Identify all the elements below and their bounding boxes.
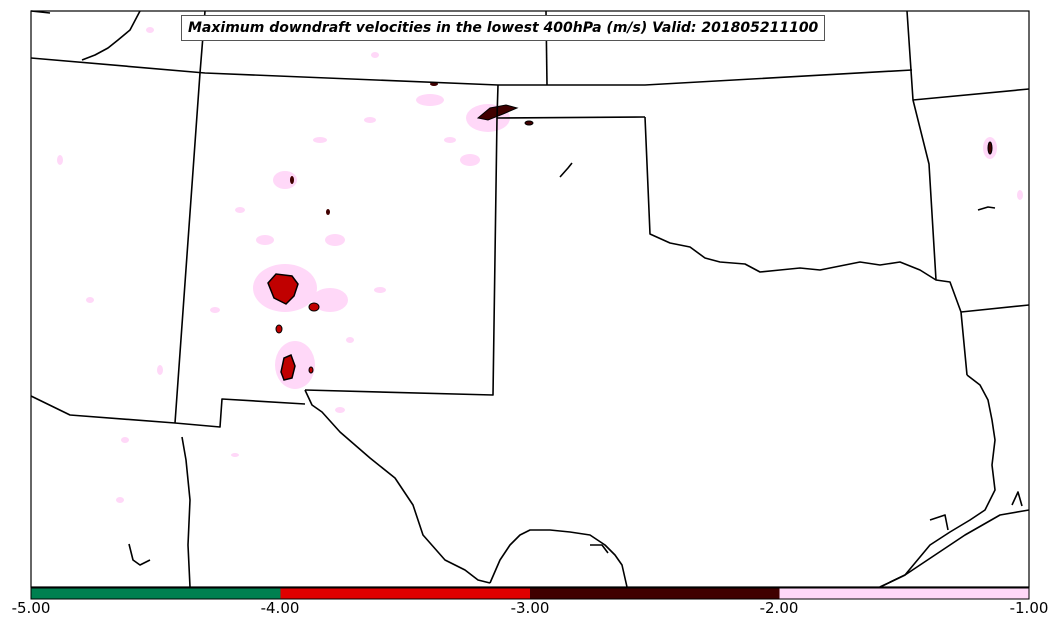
- colorbar-segment: [280, 588, 530, 599]
- colorbar-segment: [31, 588, 281, 599]
- colorbar-segment: [779, 588, 1029, 599]
- colorbar-tick-label: -5.00: [11, 599, 51, 617]
- colorbar-tick-label: -2.00: [759, 599, 799, 617]
- colorbar-tick-label: -3.00: [510, 599, 550, 617]
- colorbar-frame: [30, 587, 1030, 600]
- colorbar: [30, 587, 1030, 600]
- colorbar-tick-label: -1.00: [1009, 599, 1049, 617]
- colorbar-segment: [530, 588, 780, 599]
- map-frame: [30, 10, 1030, 588]
- map-title: Maximum downdraft velocities in the lowe…: [181, 15, 826, 41]
- colorbar-tick-label: -4.00: [260, 599, 300, 617]
- map-area: [31, 11, 1029, 587]
